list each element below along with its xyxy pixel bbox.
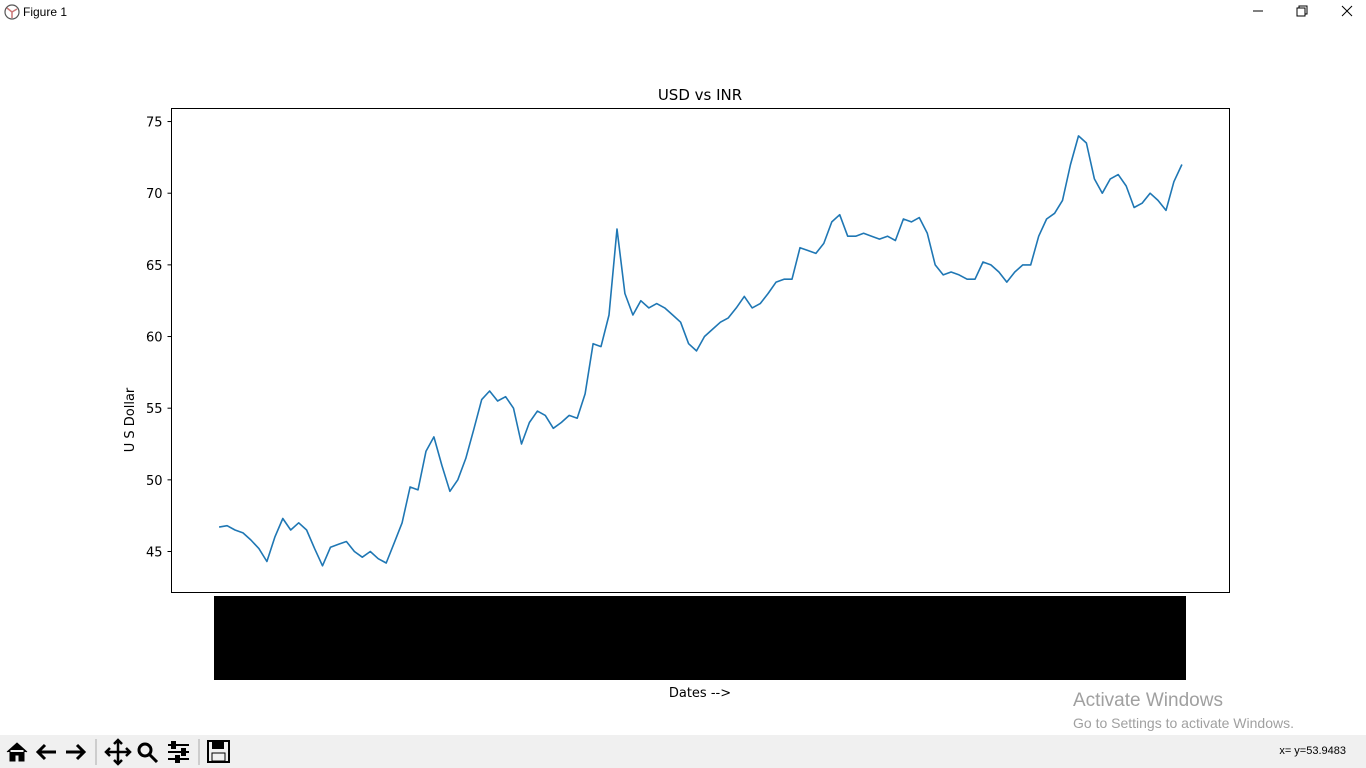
- x-tick-labels-illegible: [214, 596, 1186, 680]
- forward-button[interactable]: [66, 743, 87, 761]
- save-button[interactable]: [207, 740, 230, 763]
- activation-watermark: Activate Windows: [1073, 690, 1223, 711]
- back-button[interactable]: [35, 743, 56, 761]
- pan-button[interactable]: [104, 738, 132, 766]
- chart: USD vs INR Dates --> U S Dollar 45 50 55 60…: [123, 86, 1230, 701]
- y-tick-label: 45: [146, 546, 163, 561]
- x-axis-label: Dates -->: [669, 686, 731, 701]
- configure-button[interactable]: [168, 741, 189, 763]
- close-button[interactable]: [1341, 5, 1353, 17]
- toolbar: x= y=53.9483: [0, 735, 1366, 768]
- y-tick-label: 60: [146, 331, 163, 346]
- plot-frame: [171, 108, 1230, 593]
- window-controls: [1253, 5, 1353, 17]
- toolbar-buttons: [6, 738, 230, 766]
- y-axis-label: U S Dollar: [123, 387, 138, 452]
- chart-title: USD vs INR: [658, 86, 742, 104]
- home-button[interactable]: [6, 742, 28, 762]
- price-line: [218, 135, 1183, 567]
- cursor-status: x= y=53.9483: [1279, 745, 1346, 757]
- y-tick-label: 75: [146, 116, 163, 131]
- title-bar: Figure 1: [0, 0, 1366, 24]
- restore-button[interactable]: [1296, 5, 1308, 17]
- activation-hint: Go to Settings to activate Windows.: [1073, 715, 1294, 731]
- y-tick-label: 50: [146, 474, 163, 489]
- window-title: Figure 1: [23, 5, 68, 19]
- app-icon: [4, 4, 20, 20]
- y-tick-label: 70: [146, 187, 163, 202]
- y-tick-label: 65: [146, 259, 163, 274]
- zoom-button[interactable]: [137, 742, 159, 764]
- y-tick-label: 55: [146, 402, 163, 417]
